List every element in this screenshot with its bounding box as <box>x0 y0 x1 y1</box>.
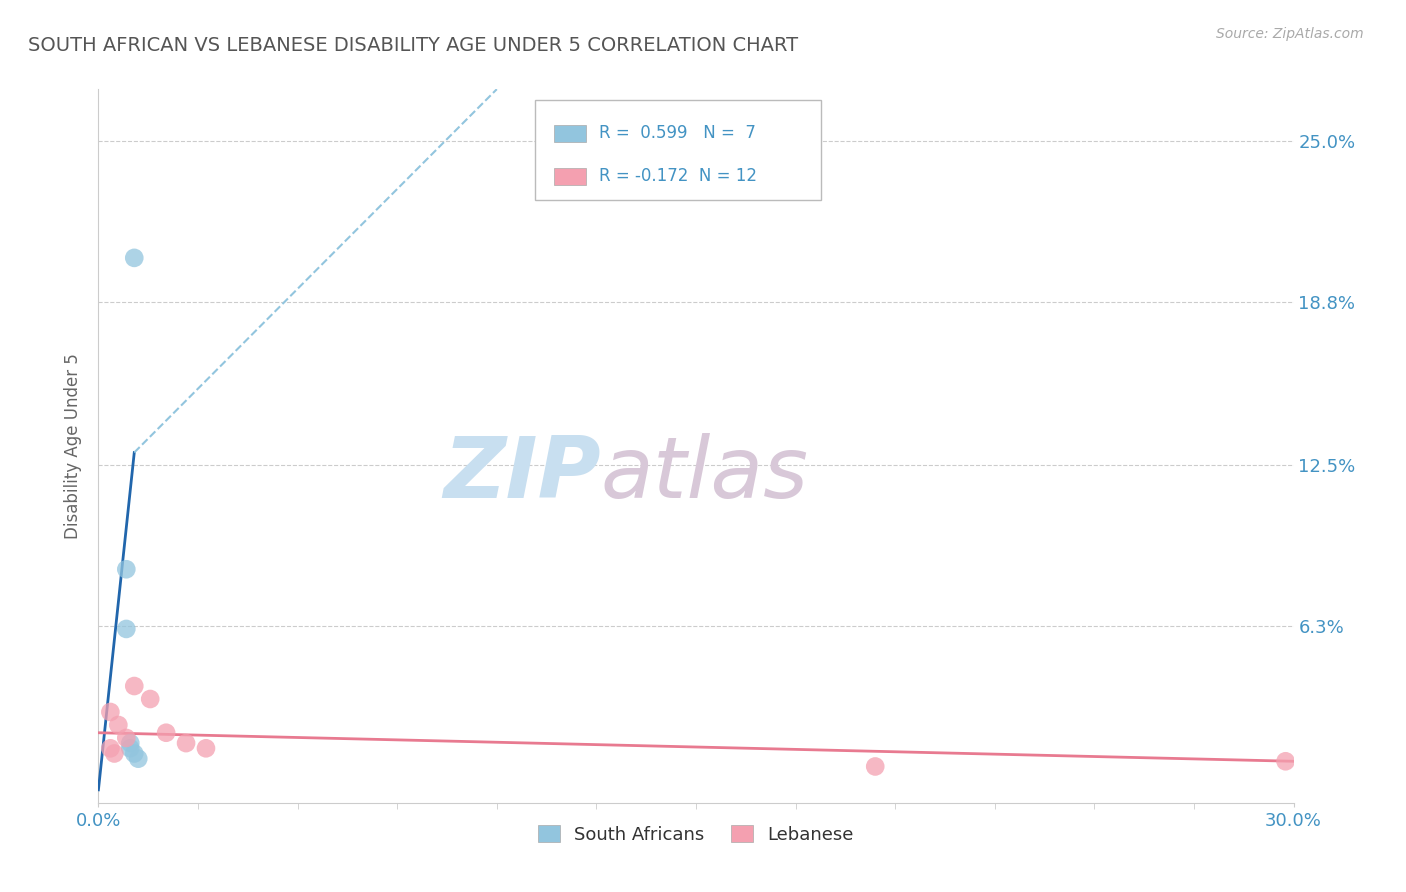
Y-axis label: Disability Age Under 5: Disability Age Under 5 <box>65 353 83 539</box>
Point <box>98 705 122 719</box>
Text: ZIP: ZIP <box>443 433 600 516</box>
Point <box>124 679 146 693</box>
Point <box>127 752 149 766</box>
Point <box>139 692 162 706</box>
Point <box>155 725 177 739</box>
Point <box>103 747 125 761</box>
Text: SOUTH AFRICAN VS LEBANESE DISABILITY AGE UNDER 5 CORRELATION CHART: SOUTH AFRICAN VS LEBANESE DISABILITY AGE… <box>28 36 799 54</box>
Point <box>865 759 887 773</box>
Point <box>107 718 129 732</box>
Point <box>124 251 146 265</box>
Point <box>115 731 138 745</box>
Point <box>174 736 197 750</box>
Point <box>195 741 218 756</box>
Text: atlas: atlas <box>600 433 808 516</box>
Text: Source: ZipAtlas.com: Source: ZipAtlas.com <box>1216 27 1364 41</box>
Point <box>115 562 138 576</box>
Point <box>98 741 122 756</box>
FancyBboxPatch shape <box>554 168 586 186</box>
FancyBboxPatch shape <box>554 125 586 143</box>
Point <box>124 747 146 761</box>
Point <box>115 622 138 636</box>
Text: R =  0.599   N =  7: R = 0.599 N = 7 <box>599 124 756 142</box>
Point <box>120 736 142 750</box>
Point <box>1274 754 1296 768</box>
Point <box>120 741 142 756</box>
Legend: South Africans, Lebanese: South Africans, Lebanese <box>531 818 860 851</box>
Text: R = -0.172  N = 12: R = -0.172 N = 12 <box>599 167 758 185</box>
FancyBboxPatch shape <box>534 100 821 200</box>
